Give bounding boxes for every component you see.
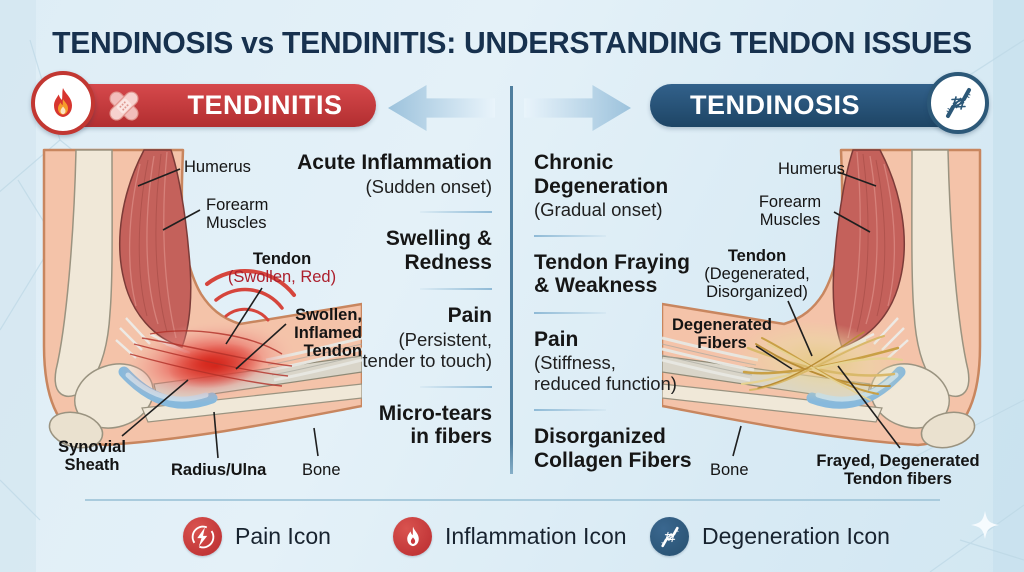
label-tendon-left: Tendon xyxy=(252,250,312,268)
degeneration-icon xyxy=(650,517,689,556)
flame-icon xyxy=(54,88,72,117)
label-degenerated-fibers: Degenerated Fibers xyxy=(672,316,772,353)
feature-divider xyxy=(534,311,606,314)
label-forearm-muscles-right: Forearm Muscles xyxy=(758,193,822,230)
feature-divider xyxy=(420,288,492,291)
feature-pain-right: Pain (Stiffness, reduced function) xyxy=(534,327,677,395)
tendinitis-banner-label: TENDINITIS xyxy=(187,90,343,120)
label-tendon-swollen-red: (Swollen, Red) xyxy=(227,268,337,286)
feature-swelling-redness: Swelling & Redness xyxy=(385,227,492,274)
label-tendon-right: Tendon xyxy=(727,247,787,265)
label-synovial-sheath: Synovial Sheath xyxy=(58,438,126,475)
legend-item-degeneration: Degeneration Icon xyxy=(650,517,890,556)
legend-label-pain: Pain Icon xyxy=(235,523,331,549)
sparkle-icon xyxy=(971,511,999,539)
label-humerus-right: Humerus xyxy=(778,160,845,178)
label-forearm-muscles-left: Forearm Muscles xyxy=(206,196,269,233)
legend-item-pain: Pain Icon xyxy=(183,517,331,556)
feature-divider xyxy=(420,385,492,388)
legend-divider xyxy=(85,499,940,501)
label-bone-right: Bone xyxy=(710,461,749,479)
legend-label-degeneration: Degeneration Icon xyxy=(702,523,890,549)
feature-divider xyxy=(420,211,492,214)
feature-tendon-fraying: Tendon Fraying & Weakness xyxy=(534,250,690,298)
label-swollen-inflamed-tendon: Swollen, Inflamed Tendon xyxy=(294,306,362,361)
label-tendon-degenerated: (Degenerated, Disorganized) xyxy=(704,265,810,302)
label-humerus-left: Humerus xyxy=(184,158,251,176)
bandage-icon xyxy=(109,91,139,121)
bandage-badge xyxy=(101,83,147,134)
legend-label-inflammation: Inflammation Icon xyxy=(445,523,627,549)
tendinitis-feature-list: Acute Inflammation (Sudden onset) Swelli… xyxy=(280,151,492,449)
tendinosis-illustration: Humerus Forearm Muscles Tendon (Degenera… xyxy=(662,148,994,489)
legend-item-inflammation: Inflammation Icon xyxy=(393,517,627,556)
tendinosis-feature-list: Chronic Degeneration (Gradual onset) Ten… xyxy=(534,151,746,472)
tendinosis-banner-label: TENDINOSIS xyxy=(689,90,861,120)
center-divider xyxy=(510,86,513,474)
feature-disorganized-collagen: Disorganized Collagen Fibers xyxy=(534,425,692,472)
frayed-tendon-badge xyxy=(927,72,989,134)
feature-divider xyxy=(534,409,606,412)
label-bone-left: Bone xyxy=(302,461,341,479)
feature-acute-inflammation: Acute Inflammation (Sudden onset) xyxy=(297,151,492,197)
feature-chronic-degeneration: Chronic Degeneration (Gradual onset) xyxy=(534,151,669,221)
inflammation-icon xyxy=(393,517,432,556)
feature-pain-left: Pain (Persistent, tender to touch) xyxy=(362,304,492,371)
pain-icon xyxy=(183,517,222,556)
flame-badge xyxy=(31,71,95,135)
label-radius-ulna: Radius/Ulna xyxy=(171,461,267,479)
feature-divider xyxy=(534,234,606,237)
tendinitis-banner: TENDINITIS xyxy=(42,84,376,127)
frayed-tendon-icon xyxy=(946,88,971,118)
page-title: TENDINOSIS vs TENDINITIS: UNDERSTANDING … xyxy=(52,25,972,60)
feature-micro-tears: Micro-tears in fibers xyxy=(378,401,492,449)
tendinitis-illustration: Humerus Forearm Muscles Tendon (Swollen,… xyxy=(30,148,362,486)
label-frayed-degenerated-fibers: Frayed, Degenerated Tendon fibers xyxy=(816,452,980,489)
